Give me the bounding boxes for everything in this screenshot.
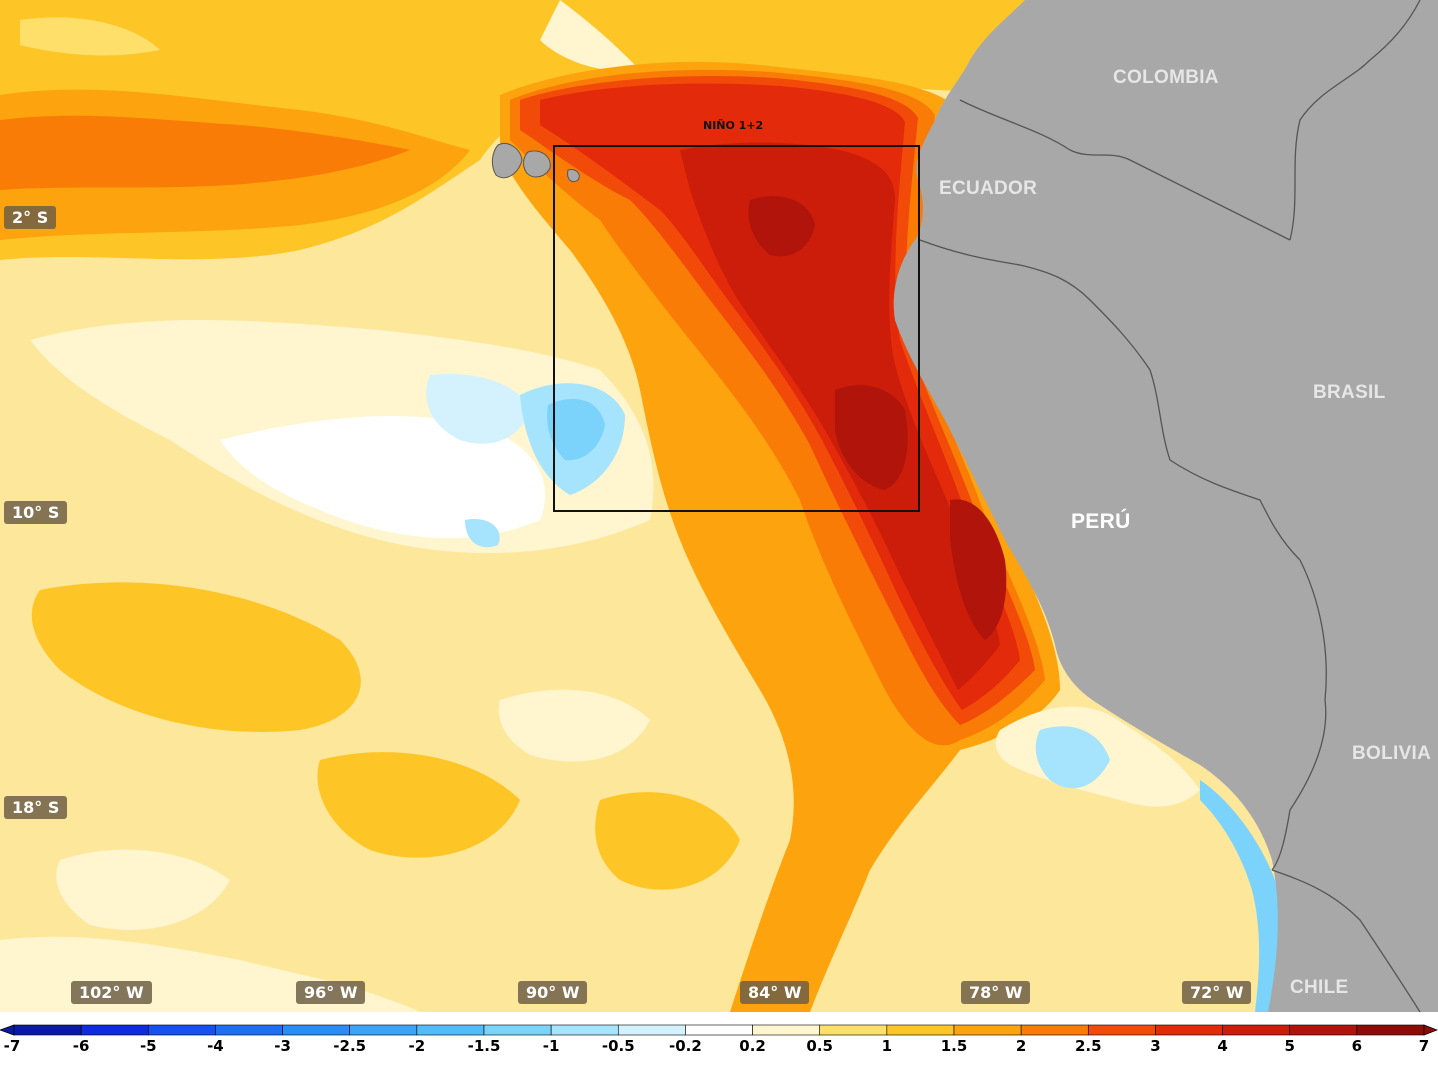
colorbar-swatches [0, 1024, 1438, 1036]
colorbar-tick-label: 2 [1015, 1037, 1027, 1055]
lon-78w: 78° W [961, 981, 1031, 1004]
colorbar-tick-label: 3 [1150, 1037, 1161, 1055]
colorbar-swatch [617, 1024, 686, 1036]
colorbar-tick-label: 4 [1217, 1037, 1228, 1055]
colorbar-tick-label: -5 [139, 1037, 157, 1055]
lon-102w: 102° W [71, 981, 152, 1004]
colorbar [0, 1024, 1438, 1080]
lon-90w: 90° W [518, 981, 588, 1004]
colorbar-tick-label: 2.5 [1074, 1037, 1102, 1055]
country-label-bolivia: BOLIVIA [1352, 743, 1432, 764]
nino-1-2-label: NIÑO 1+2 [703, 119, 764, 132]
country-label-chile: CHILE [1290, 977, 1349, 998]
colorbar-arrow-high [1423, 1024, 1438, 1036]
colorbar-swatch [416, 1024, 485, 1036]
lon-84w: 84° W [740, 981, 810, 1004]
colorbar-swatch [1289, 1024, 1358, 1036]
lat-18s: 18° S [4, 796, 68, 819]
colorbar-swatch [349, 1024, 418, 1036]
colorbar-tick-label: -2 [408, 1037, 426, 1055]
country-label-peru: PERÚ [1071, 510, 1131, 533]
colorbar-tick-label: 1.5 [940, 1037, 968, 1055]
colorbar-swatch [1356, 1024, 1425, 1036]
country-label-colombia: COLOMBIA [1113, 67, 1219, 88]
colorbar-tick-label: 7 [1418, 1037, 1430, 1055]
country-label-brasil: BRASIL [1313, 382, 1386, 403]
sst-field [0, 0, 1438, 1012]
colorbar-swatch [13, 1024, 82, 1036]
colorbar-tick-label: -2.5 [333, 1037, 367, 1055]
lat-10s: 10° S [4, 501, 68, 524]
colorbar-swatch [752, 1024, 821, 1036]
colorbar-swatch [215, 1024, 283, 1036]
colorbar-swatch [282, 1024, 351, 1036]
colorbar-swatch [1222, 1024, 1291, 1036]
colorbar-swatch [685, 1024, 753, 1036]
sst-anomaly-map: NIÑO 1+2 2° S 10° S 18° S 102° W 96° W 9… [0, 0, 1438, 1012]
colorbar-tick-label: 1 [881, 1037, 893, 1055]
colorbar-tick-label: 6 [1351, 1037, 1363, 1055]
colorbar-swatch [1020, 1024, 1089, 1036]
colorbar-swatch [1155, 1024, 1223, 1036]
colorbar-tick-label: -0.5 [601, 1037, 635, 1055]
colorbar-swatch [80, 1024, 149, 1036]
lon-96w: 96° W [296, 981, 366, 1004]
colorbar-swatch [147, 1024, 216, 1036]
colorbar-swatch [1087, 1024, 1156, 1036]
colorbar-swatch [550, 1024, 619, 1036]
colorbar-swatch [953, 1024, 1022, 1036]
colorbar-tick-label: -1 [542, 1037, 560, 1055]
colorbar-swatch [483, 1024, 552, 1036]
country-label-ecuador: ECUADOR [939, 178, 1038, 199]
colorbar-tick-label: -4 [207, 1037, 224, 1055]
colorbar-tick-label: -6 [72, 1037, 90, 1055]
lat-2s: 2° S [4, 206, 57, 229]
colorbar-arrow-low [0, 1024, 15, 1036]
colorbar-tick-label: -3 [274, 1037, 291, 1055]
colorbar-tick-label: -1.5 [467, 1037, 501, 1055]
colorbar-tick-label: 0.5 [806, 1037, 833, 1055]
colorbar-swatch [886, 1024, 955, 1036]
colorbar-tick-label: 0.2 [739, 1037, 766, 1055]
nino-1-2-region-box [553, 145, 920, 512]
colorbar-swatch [819, 1024, 888, 1036]
colorbar-tick-label: -0.2 [669, 1037, 702, 1055]
lon-72w: 72° W [1182, 981, 1252, 1004]
colorbar-tick-label: -7 [3, 1037, 21, 1055]
colorbar-tick-label: 5 [1284, 1037, 1295, 1055]
